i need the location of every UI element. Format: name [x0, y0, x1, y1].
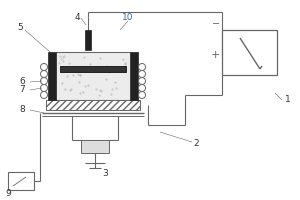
Text: 10: 10 [122, 14, 134, 22]
Text: 4: 4 [74, 14, 80, 22]
Bar [222, 30, 277, 75]
Text: +: + [211, 50, 220, 60]
Bar [60, 66, 126, 72]
Bar [46, 100, 140, 110]
Text: 6: 6 [19, 77, 25, 86]
Text: 2: 2 [193, 140, 199, 148]
Text: 9: 9 [5, 188, 11, 198]
Bar [48, 52, 56, 100]
Text: 8: 8 [19, 106, 25, 114]
Text: 7: 7 [19, 86, 25, 95]
Bar [81, 140, 109, 153]
Text: 5: 5 [17, 23, 23, 32]
Text: −: − [212, 19, 220, 29]
Text: 3: 3 [102, 168, 108, 178]
Bar [85, 30, 91, 50]
Bar [130, 52, 138, 100]
Bar [56, 52, 130, 100]
Bar [8, 172, 34, 190]
Text: 1: 1 [285, 96, 291, 104]
